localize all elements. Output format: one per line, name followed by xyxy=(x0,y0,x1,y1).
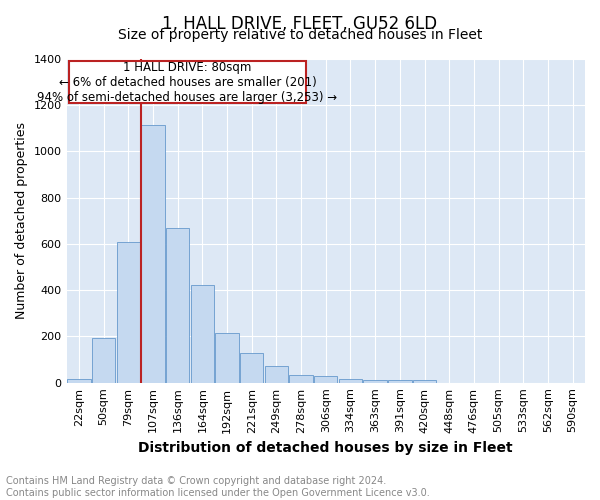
Y-axis label: Number of detached properties: Number of detached properties xyxy=(15,122,28,320)
Bar xyxy=(141,126,164,382)
Bar xyxy=(240,354,263,382)
Bar xyxy=(67,378,91,382)
Text: 1, HALL DRIVE, FLEET, GU52 6LD: 1, HALL DRIVE, FLEET, GU52 6LD xyxy=(163,15,437,33)
Bar xyxy=(215,334,239,382)
Text: Size of property relative to detached houses in Fleet: Size of property relative to detached ho… xyxy=(118,28,482,42)
X-axis label: Distribution of detached houses by size in Fleet: Distribution of detached houses by size … xyxy=(139,441,513,455)
Bar xyxy=(191,286,214,382)
Text: 1 HALL DRIVE: 80sqm
← 6% of detached houses are smaller (201)
94% of semi-detach: 1 HALL DRIVE: 80sqm ← 6% of detached hou… xyxy=(37,60,338,104)
Bar xyxy=(364,380,387,382)
Bar xyxy=(413,380,436,382)
Bar xyxy=(388,380,412,382)
Bar xyxy=(339,380,362,382)
FancyBboxPatch shape xyxy=(69,62,306,103)
Bar xyxy=(116,242,140,382)
Bar xyxy=(265,366,288,382)
Bar xyxy=(92,338,115,382)
Bar xyxy=(289,374,313,382)
Text: Contains HM Land Registry data © Crown copyright and database right 2024.
Contai: Contains HM Land Registry data © Crown c… xyxy=(6,476,430,498)
Bar xyxy=(166,228,190,382)
Bar xyxy=(314,376,337,382)
